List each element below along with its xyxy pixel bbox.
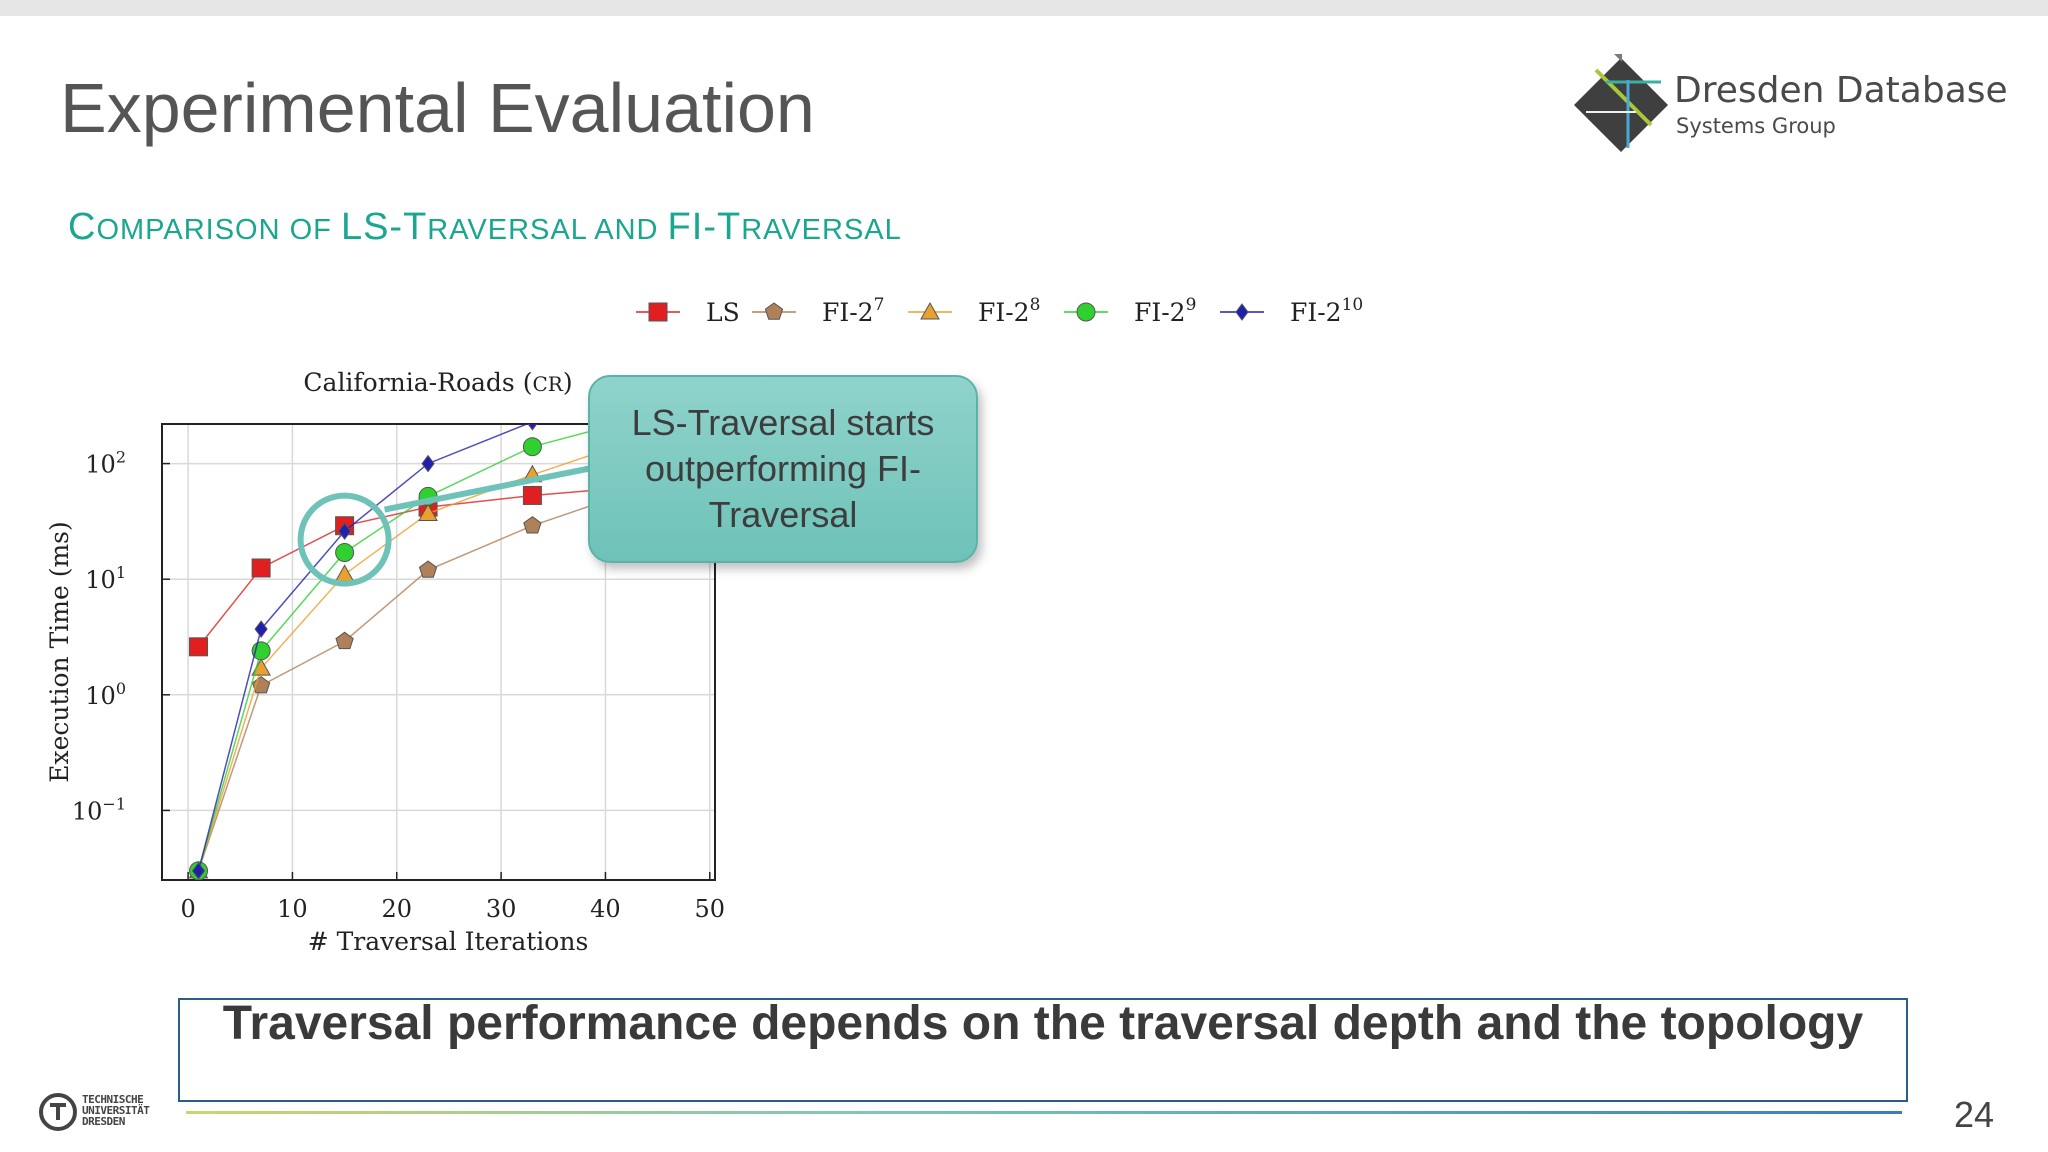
callout-box: LS-Traversal starts outperforming FI-Tra… <box>588 375 978 563</box>
data-point <box>335 543 355 563</box>
legend-marker <box>1076 302 1096 322</box>
tu-dresden-logo: TECHNISCHE UNIVERSITÄT DRESDEN <box>38 1090 168 1138</box>
tu-dresden-line: UNIVERSITÄT <box>82 1104 150 1117</box>
data-point <box>251 558 271 578</box>
data-point <box>527 424 538 431</box>
data-point <box>523 516 542 534</box>
legend-label: FI-28 <box>978 295 1040 327</box>
tu-dresden-line: DRESDEN <box>82 1115 125 1128</box>
highlight-circle <box>297 492 392 587</box>
x-axis-label: # Traversal Iterations <box>308 927 589 956</box>
subtitle-part: FI-T <box>667 206 742 248</box>
logo-text-sub: Systems Group <box>1676 114 1836 138</box>
chart-title-abbrev: CR <box>532 372 563 396</box>
conclusion-box <box>178 998 1908 1102</box>
tu-dresden-seal-icon <box>39 1093 77 1131</box>
logo-text-main: Dresden Database <box>1674 70 2008 111</box>
subtitle-part: C <box>68 206 97 248</box>
diamond-logo-icon <box>1574 54 1668 152</box>
plot-frame <box>161 423 716 881</box>
page-number: 24 <box>1954 1094 1995 1135</box>
series-line <box>197 486 627 648</box>
tu-dresden-text: TECHNISCHE UNIVERSITÄT DRESDEN <box>82 1093 150 1128</box>
data-point <box>522 485 542 505</box>
series-line <box>197 492 627 872</box>
x-tick-label: 0 <box>180 895 195 923</box>
legend-marker <box>648 302 668 322</box>
data-point <box>334 564 355 582</box>
slide-title: Experimental Evaluation <box>60 69 815 147</box>
y-axis-label: Execution Time (ms) <box>45 521 74 783</box>
data-point <box>418 503 438 522</box>
footer-line <box>186 1111 1902 1114</box>
legend-label: FI-29 <box>1134 295 1196 327</box>
legend-marker <box>764 302 784 320</box>
slide-subtitle: Comparison of LS-Traversal and FI-Traver… <box>68 206 902 249</box>
data-point <box>191 862 206 880</box>
subtitle-part: omparison of <box>96 214 341 246</box>
x-tick-label: 50 <box>695 895 726 923</box>
dresden-database-logo: Dresden Database Systems Group <box>1566 50 2008 160</box>
y-tick-label: 102 <box>85 448 126 479</box>
chart-title: California-Roads (CR) <box>303 368 572 397</box>
chart-legend: LS FI-27 FI-28 FI-29 FI-210 <box>636 295 1363 327</box>
series-fi-2-10 <box>191 424 538 880</box>
legend-label: FI-210 <box>1290 295 1363 327</box>
legend-label: FI-27 <box>822 295 884 327</box>
chart-title-main: California-Roads ( <box>303 368 532 397</box>
x-tick-label: 20 <box>381 895 412 923</box>
legend-marker <box>920 301 940 320</box>
conclusion-text: Traversal performance depends on the tra… <box>222 997 1864 1050</box>
legend-marker <box>1235 303 1249 321</box>
data-point <box>421 454 435 473</box>
data-point <box>189 637 209 657</box>
top-strip <box>0 0 2048 16</box>
data-point <box>252 675 271 694</box>
subtitle-part: raversal and <box>427 214 668 246</box>
y-tick-label: 100 <box>85 679 126 710</box>
tu-dresden-line: TECHNISCHE <box>82 1093 144 1106</box>
data-point <box>254 620 268 638</box>
data-point <box>418 560 438 578</box>
data-point <box>337 522 352 541</box>
data-point <box>335 631 354 650</box>
x-tick-label: 30 <box>486 895 517 923</box>
callout-pointer <box>384 465 593 513</box>
data-point <box>522 437 542 457</box>
chart-grid <box>162 424 715 880</box>
chart-ticks: 0 10 20 30 40 50 10−1 100 101 102 <box>72 448 725 923</box>
subtitle-part: raversal <box>741 214 902 246</box>
chart-title-close: ) <box>563 368 573 397</box>
y-tick-label: 101 <box>85 563 126 594</box>
x-tick-label: 40 <box>590 895 621 923</box>
legend-label: LS <box>706 298 740 327</box>
subtitle-part: LS-T <box>340 206 428 248</box>
x-tick-label: 10 <box>277 895 308 923</box>
y-tick-label: 10−1 <box>72 794 126 825</box>
